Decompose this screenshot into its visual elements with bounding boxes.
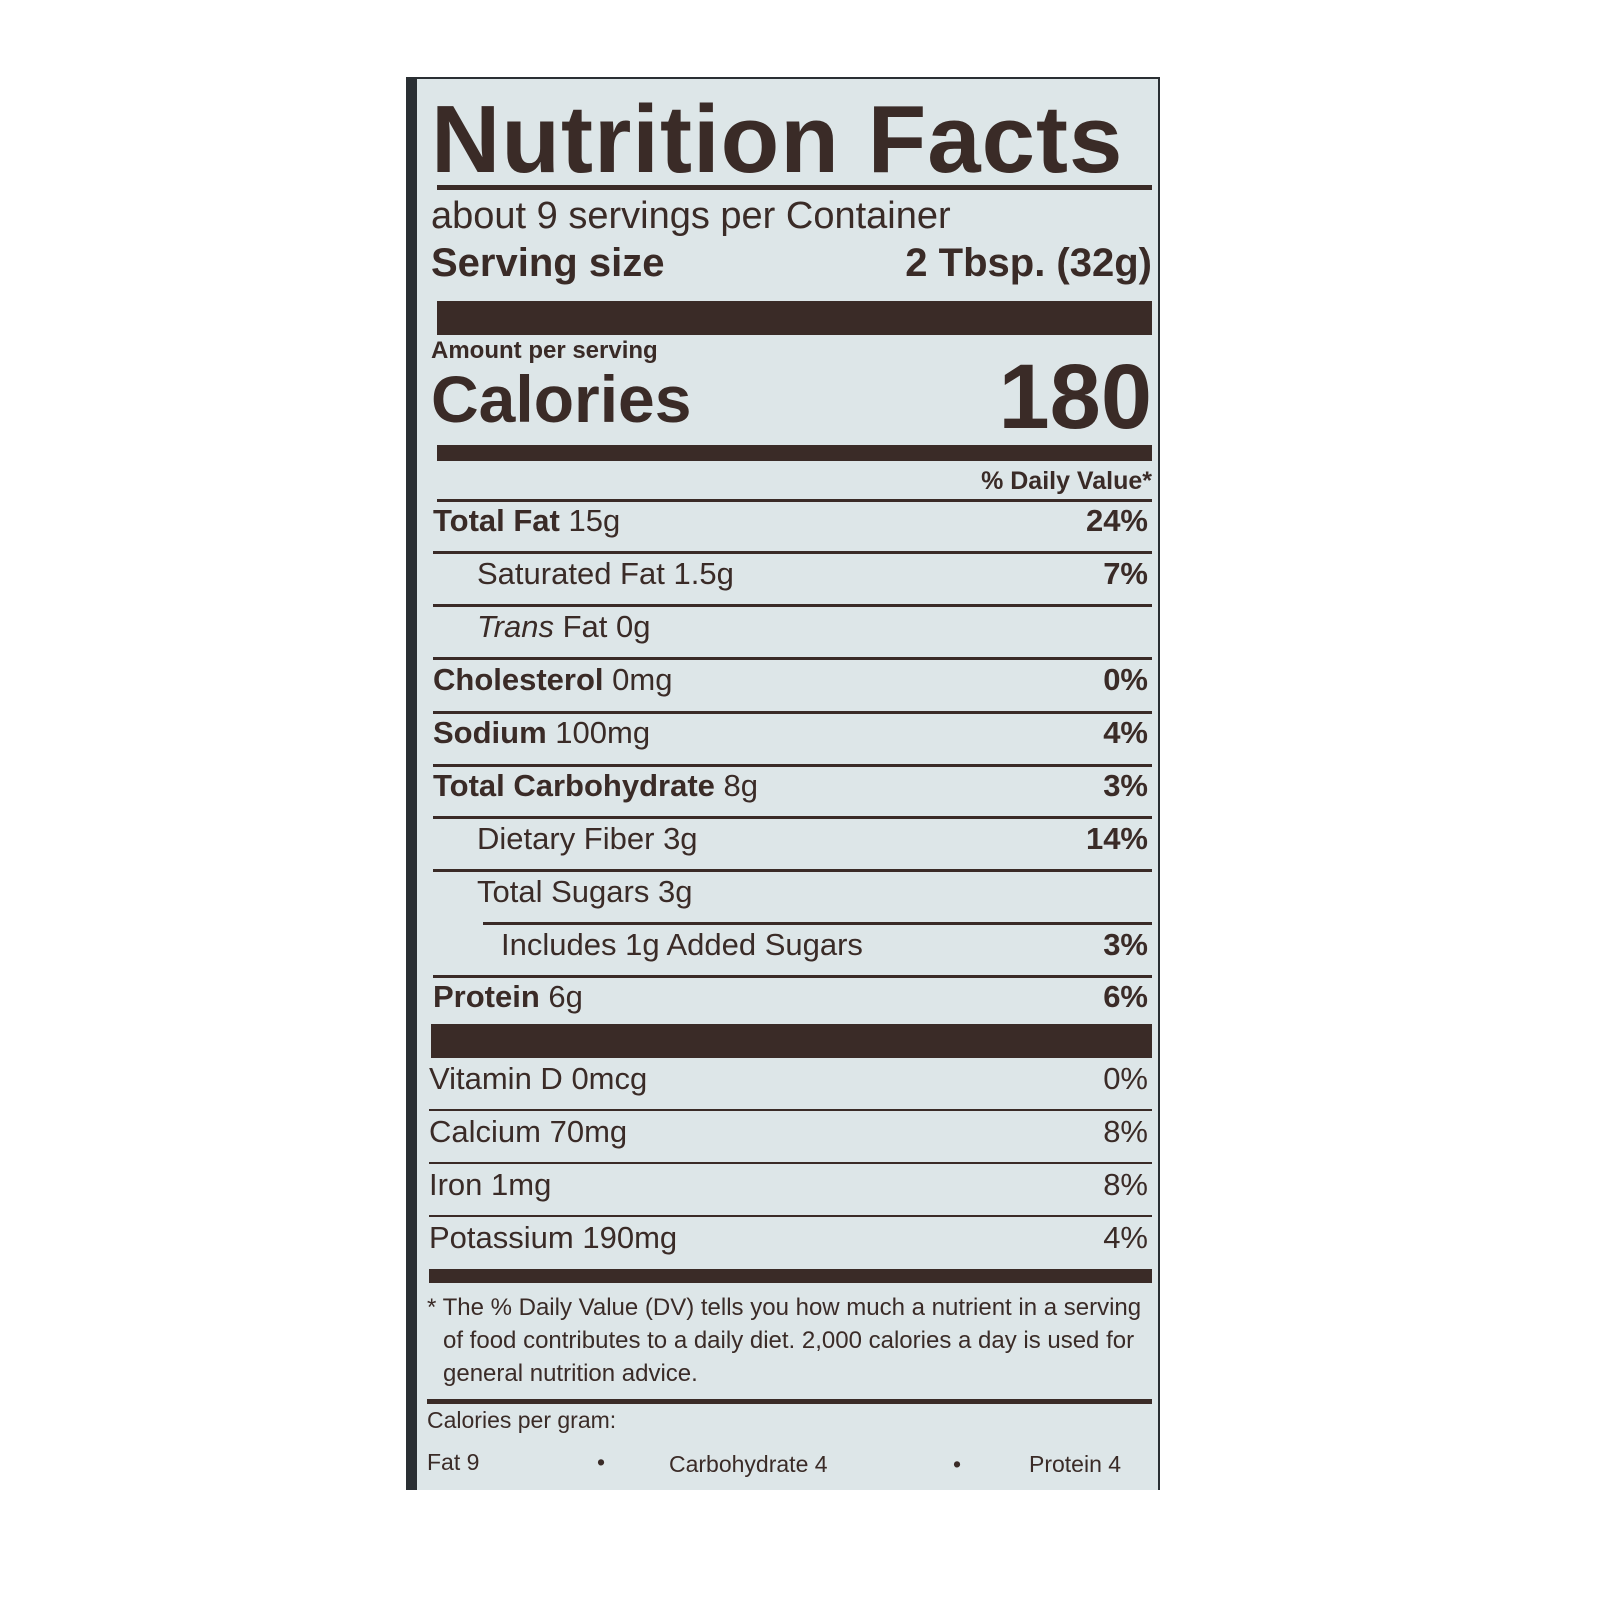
vitamin-dv: 4%	[1103, 1220, 1148, 1255]
nutrient-name: Dietary Fiber 3g	[477, 821, 698, 856]
nutrient-row-total-fat: Total Fat 15g 24%	[433, 503, 1148, 547]
divider	[433, 604, 1152, 607]
nutrient-name: Total Sugars 3g	[477, 874, 693, 909]
divider	[437, 499, 1152, 502]
nutrient-row-saturated-fat: Saturated Fat 1.5g 7%	[433, 556, 1148, 600]
servings-per-container: about 9 servings per Container	[431, 195, 951, 237]
vitamin-row-calcium: Calcium 70mg 8%	[429, 1114, 1148, 1158]
calories-per-gram-carbohydrate: Carbohydrate 4	[669, 1451, 828, 1477]
divider	[429, 1215, 1152, 1217]
calories-per-gram-protein: Protein 4	[1029, 1451, 1122, 1477]
calories-value: 180	[998, 346, 1153, 448]
nutrient-row-added-sugars: Includes 1g Added Sugars 3%	[433, 927, 1148, 971]
nutrient-dv: 6%	[1103, 979, 1148, 1014]
nutrient-row-cholesterol: Cholesterol 0mg 0%	[433, 662, 1148, 706]
serving-size-value: 2 Tbsp. (32g)	[905, 241, 1152, 285]
vitamin-row-potassium: Potassium 190mg 4%	[429, 1220, 1148, 1264]
divider	[429, 1109, 1152, 1111]
nutrient-name: Sodium 100mg	[433, 715, 651, 750]
nutrient-dv: 3%	[1103, 768, 1148, 803]
nutrient-name: Total Fat 15g	[433, 503, 621, 538]
amount-per-serving: Amount per serving	[431, 337, 658, 364]
separator-dot: •	[597, 1449, 606, 1475]
divider	[427, 1399, 1152, 1404]
nutrition-facts-label: Nutrition Facts about 9 servings per Con…	[406, 77, 1160, 1490]
nutrient-dv: 7%	[1103, 556, 1148, 591]
divider	[433, 711, 1152, 714]
daily-value-header: % Daily Value*	[981, 467, 1152, 495]
nutrient-dv: 3%	[1103, 927, 1148, 962]
thick-divider	[429, 1269, 1152, 1283]
nutrient-name: Protein 6g	[433, 979, 583, 1014]
serving-size-label: Serving size	[431, 241, 665, 285]
thick-divider	[431, 1024, 1152, 1058]
separator-dot: •	[953, 1451, 962, 1477]
calories-per-gram-label: Calories per gram:	[427, 1407, 617, 1433]
nutrient-name: Includes 1g Added Sugars	[501, 927, 863, 962]
divider	[429, 1162, 1152, 1164]
footnote: * The % Daily Value (DV) tells you how m…	[427, 1294, 1142, 1387]
divider	[483, 922, 1152, 925]
nutrient-name: Saturated Fat 1.5g	[477, 556, 734, 591]
vitamin-dv: 0%	[1103, 1061, 1148, 1096]
divider	[433, 551, 1152, 554]
divider	[433, 975, 1152, 978]
calories-per-gram-fat: Fat 9	[427, 1449, 480, 1475]
vitamin-name: Calcium 70mg	[429, 1114, 628, 1149]
nutrient-dv: 24%	[1085, 503, 1148, 538]
vitamin-row-iron: Iron 1mg 8%	[429, 1167, 1148, 1211]
nutrient-row-protein: Protein 6g 6%	[433, 979, 1148, 1023]
vitamin-name: Potassium 190mg	[429, 1220, 678, 1255]
divider	[433, 764, 1152, 767]
label-title: Nutrition Facts	[431, 86, 1124, 193]
nutrient-row-sodium: Sodium 100mg 4%	[433, 715, 1148, 759]
nutrient-dv: 14%	[1085, 821, 1148, 856]
divider	[433, 657, 1152, 660]
vitamin-dv: 8%	[1103, 1114, 1148, 1149]
divider	[433, 816, 1152, 819]
vitamin-name: Iron 1mg	[429, 1167, 552, 1202]
vitamin-dv: 8%	[1103, 1167, 1148, 1202]
thick-divider	[437, 301, 1152, 335]
vitamin-name: Vitamin D 0mcg	[429, 1061, 648, 1096]
calories-label: Calories	[431, 362, 692, 436]
nutrient-row-trans-fat: Trans Fat 0g	[433, 609, 1148, 653]
thick-divider	[437, 445, 1152, 461]
nutrient-row-total-sugars: Total Sugars 3g	[433, 874, 1148, 918]
divider	[437, 185, 1152, 190]
nutrient-row-dietary-fiber: Dietary Fiber 3g 14%	[433, 821, 1148, 865]
nutrient-name: Total Carbohydrate 8g	[433, 768, 759, 803]
divider	[433, 869, 1152, 872]
nutrient-row-total-carbohydrate: Total Carbohydrate 8g 3%	[433, 768, 1148, 812]
nutrient-dv: 4%	[1103, 715, 1148, 750]
vitamin-row-vitamin-d: Vitamin D 0mcg 0%	[429, 1061, 1148, 1105]
nutrient-dv: 0%	[1103, 662, 1148, 697]
nutrient-name: Trans Fat 0g	[477, 609, 651, 644]
nutrient-name: Cholesterol 0mg	[433, 662, 673, 697]
